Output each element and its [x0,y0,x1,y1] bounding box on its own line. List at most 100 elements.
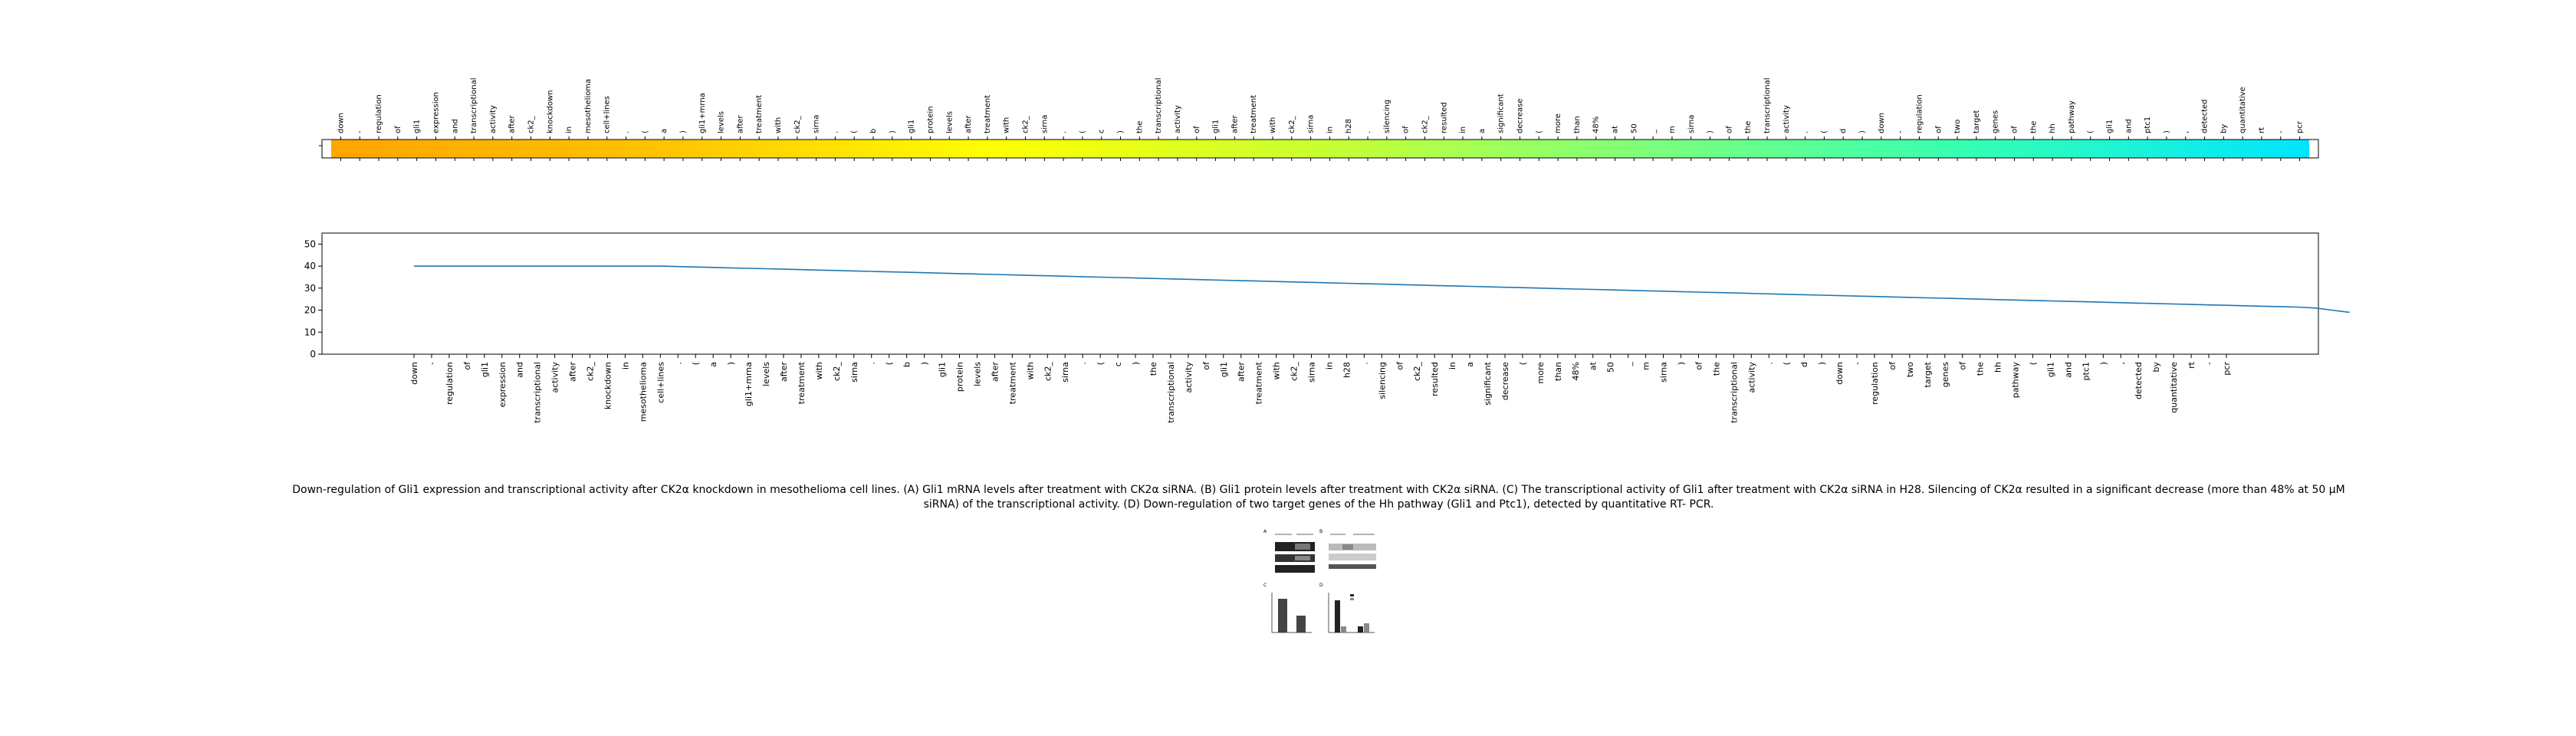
x-tick-label: transcriptional [533,362,543,423]
x-tick-label: m [1641,362,1651,370]
plot-frame [321,232,2319,355]
x-tick-label: b [902,362,912,367]
x-tick-label: ck2_ [1412,362,1422,381]
colorbar-token-label: more [1554,113,1562,133]
x-tick-label: gli1+mrna [744,362,754,406]
x-tick-label: at [1589,361,1598,370]
x-tick-label: with [1272,362,1282,380]
x-tick-label: down [409,362,419,385]
colorbar-token-label: and [451,119,459,133]
x-tick-label: . [1359,362,1369,365]
x-tick-label: ck2_ [1043,362,1053,381]
x-tick-label: ) [1131,362,1141,365]
colorbar-token-label: at [1612,126,1620,133]
x-tick-label: after [779,362,789,383]
x-tick-label: . [1078,362,1088,365]
x-tick-label: sirna [1659,362,1669,383]
colorbar-token-label: gli1 [2106,120,2114,133]
x-tick-label: sirna [849,362,859,383]
x-tick-label: after [568,362,578,383]
colorbar-token-label: of [1934,126,1943,133]
x-tick-label: of [1201,361,1211,370]
colorbar-token-label: . [623,131,631,133]
colorbar-token-label: treatment [984,95,992,133]
x-tick-label: ck2_ [586,362,596,381]
x-tick-label: significant [1483,361,1493,405]
x-tick-label: rt [2187,361,2196,369]
x-tick-label: sirna [1060,362,1070,383]
colorbar-token-label: transcriptional [470,77,478,133]
y-tick-label: 20 [304,305,316,316]
x-tick-label: levels [761,362,771,386]
x-tick-label: ) [920,362,930,365]
colorbar-token-label: after [1230,114,1239,133]
colorbar-token-label: transcriptional [1155,77,1163,133]
x-tick-label: treatment [1254,361,1264,404]
x-tick-label: , [2116,362,2126,365]
x-tick-label: ck2_ [1290,362,1300,381]
x-tick-label: - [427,362,437,365]
colorbar-token-label: a [660,129,669,133]
colorbar-token-label: gli1+mrna [698,93,707,133]
colorbar-token-label: down [1878,113,1886,133]
x-tick-label: activity [550,362,560,393]
x-tick-label: of [462,361,472,370]
colorbar-token-label: ) [1858,130,1867,133]
y-tick-label: 0 [310,349,316,360]
x-tick-label: transcriptional [1166,362,1176,423]
colorbar-token-label: resulted [1440,102,1448,133]
x-tick-label: cell+lines [656,362,665,403]
x-tick-label: after [1237,362,1247,383]
x-tick-label: gli1 [2045,362,2055,377]
x-tick-label: the [1711,362,1721,376]
x-tick-label: of [1958,361,1968,370]
x-tick-label: ( [1096,362,1106,365]
y-tick-label: 50 [304,238,316,249]
x-tick-label: the [1148,362,1158,376]
x-tick-label: pcr [2222,362,2232,376]
x-tick-label: than [1553,362,1563,381]
colorbar-token-label: , [2182,131,2190,133]
colorbar-token-label: of [2010,126,2019,133]
colorbar-token-label: the [1135,121,1144,133]
colorbar-token-label: and [2124,119,2133,133]
colorbar-token-label: two [1953,120,1962,133]
colorbar-token-label: b [869,129,878,133]
line-chart: 0 10 20 30 40 50 down - regulation of gli1 expressi… [304,232,2350,423]
colorbar-token-label: activity [1783,105,1791,133]
x-tick-label: a [708,362,718,367]
colorbar-token-label: ) [1117,130,1125,133]
x-tick-label: ( [691,362,701,365]
x-tick-label: activity [1746,362,1756,393]
x-tick-label: _ [1624,362,1634,367]
colorbar-token-label: activity [489,105,498,133]
x-tick-label: the [1976,362,1986,376]
colorbar-token-label: _ [1649,129,1658,134]
colorbar-token-label: ck2_ [1021,115,1030,133]
x-tick-label: treatment [797,361,807,404]
colorbar-token-label: d [1839,129,1848,133]
colorbar-token-label: decrease [1516,98,1524,133]
figure-thumbnail: A B C D [1261,525,1376,640]
colorbar-token-label: with [1003,117,1011,133]
x-tick-label: levels [972,362,982,386]
colorbar-token-label: significant [1497,94,1506,133]
x-tick-label: by [2151,362,2161,373]
x-tick-label: expression [498,362,508,407]
x-tick-label: hh [1993,362,2003,373]
x-tick-label: down [1835,362,1845,385]
colorbar-token-label: treatment [1250,95,1258,133]
colorbar-token-label: pcr [2296,120,2305,133]
colorbar-token-label: with [774,117,783,133]
colorbar-token-label: regulation [1915,94,1924,133]
x-tick-label: ptc1 [2081,362,2091,380]
x-tick-label: . [673,362,683,365]
colorbar-token-label: of [1725,126,1733,133]
colorbar-token-label: 48% [1592,117,1601,133]
colorbar-token-label: after [736,114,744,133]
colorbar-token-label: cell+lines [603,96,612,133]
colorbar-token-label: . [1364,131,1372,133]
x-tick-label: resulted [1430,362,1440,396]
y-tick-label: 10 [304,327,316,337]
